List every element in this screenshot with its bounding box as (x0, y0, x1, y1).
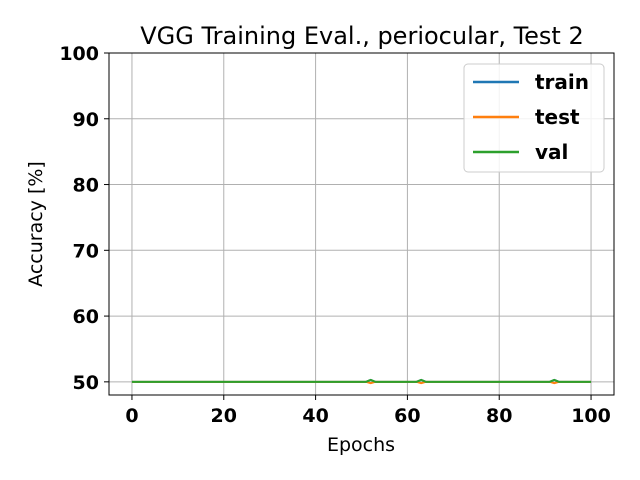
x-tick-label: 100 (571, 405, 611, 427)
x-tick-label: 40 (302, 405, 328, 427)
series-line-test (131, 380, 592, 385)
series-line-val (131, 378, 592, 383)
x-tick-label: 80 (486, 405, 512, 427)
legend-label-test: test (535, 105, 580, 129)
y-tick-label: 90 (73, 109, 99, 131)
y-tick-label: 80 (73, 175, 99, 197)
series-lines (131, 378, 592, 385)
y-tick-label: 50 (73, 372, 99, 394)
plot-frame (108, 52, 615, 396)
y-tick-label: 60 (73, 306, 99, 328)
y-axis-label: Accuracy [%] (25, 161, 47, 287)
x-tick-label: 20 (211, 405, 237, 427)
legend-label-val: val (535, 140, 568, 164)
x-tick-label: 60 (394, 405, 420, 427)
legend: train test val (463, 63, 605, 173)
legend-label-train: train (535, 70, 589, 94)
y-tick-label: 100 (59, 43, 99, 65)
y-tick-label: 70 (73, 240, 99, 262)
axis-ticks: 0 20 40 60 80 100 50 60 70 80 90 100 (59, 43, 611, 427)
chart-title: VGG Training Eval., periocular, Test 2 (140, 22, 583, 50)
legend-box (463, 63, 605, 173)
x-axis-label: Epochs (327, 434, 395, 456)
x-tick-label: 0 (125, 405, 138, 427)
